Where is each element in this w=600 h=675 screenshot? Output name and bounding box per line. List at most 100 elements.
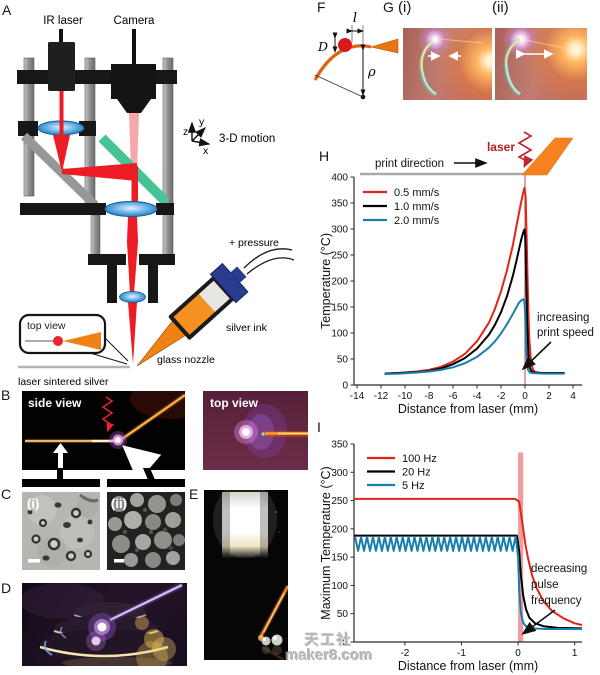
- y-axis-label: Maximum Temperature (°C): [319, 466, 333, 619]
- ink-syringe: [136, 262, 249, 367]
- panel-label-a: A: [2, 2, 12, 18]
- panel-label-d: D: [1, 580, 12, 596]
- chart-i: -2 -1 0 1 0 50 100 150 200 250 300 350 Distance from…: [319, 440, 587, 674]
- x-tick-label: -2: [400, 648, 409, 659]
- sintered-trace-glow: [504, 62, 521, 95]
- scale-bar: [28, 559, 40, 563]
- x-tick-label: 0: [522, 391, 528, 402]
- printed-coil: [39, 645, 169, 658]
- y-tick-label: 50: [337, 609, 349, 620]
- panel-f-sketch: l D ρ: [313, 12, 399, 100]
- dim-d-label: D: [317, 39, 328, 54]
- panel-label-h: H: [319, 148, 330, 164]
- dim-l-label: l: [353, 12, 357, 26]
- ir-laser-stem: [59, 29, 63, 44]
- camera-lens-cone: [117, 99, 151, 113]
- substrate-label: laser sintered silver: [18, 376, 109, 388]
- lens-icon: [104, 201, 158, 217]
- pressure-label: + pressure: [229, 237, 279, 249]
- y-tick-label: 100: [331, 329, 348, 340]
- nozzle-icon: [521, 137, 574, 176]
- y-tick-label: 0: [342, 381, 348, 392]
- top-view-label: top view: [210, 396, 259, 410]
- lens-icon: [119, 291, 146, 303]
- y-axis-label: Temperature (°C): [319, 233, 333, 329]
- micrograph-i-label: (i): [27, 496, 39, 511]
- glowing-cylinder: [222, 492, 268, 558]
- camera-stem: [132, 29, 136, 66]
- series-1.0 mm/s: [384, 228, 565, 375]
- y-tick-label: 300: [331, 468, 348, 479]
- callout-arrow-up: [53, 443, 68, 470]
- laser-zigzag-arrow: [517, 131, 534, 169]
- pressure-tube: [243, 248, 293, 269]
- axis-y-label: y: [199, 116, 205, 128]
- particle-grains: [108, 493, 185, 568]
- ir-laser-label: IR laser: [43, 15, 83, 27]
- x-tick-label: 1: [572, 648, 578, 659]
- camera-view-cone: [129, 113, 139, 170]
- inset-title: top view: [27, 320, 66, 332]
- y-tick-label: 250: [331, 496, 348, 507]
- y-tick-label: 50: [337, 355, 349, 366]
- housing-plate-right: [139, 254, 175, 265]
- panel-label-g: G: [383, 0, 394, 15]
- laser-plasma-spot: [97, 622, 107, 632]
- printed-filament-curve: [313, 44, 372, 81]
- y-tick-label: 100: [331, 581, 348, 592]
- lens2-clamp: [156, 203, 174, 215]
- callout-bar-right: [107, 479, 185, 487]
- svg-text:decreasing: decreasing: [531, 563, 587, 575]
- y-tick-label: 350: [331, 440, 348, 451]
- x-tick-label: -10: [398, 391, 413, 402]
- y-tick-label: 200: [331, 277, 348, 288]
- laser-spot-icon: [53, 336, 63, 346]
- camera-label: Camera: [114, 15, 156, 27]
- legend-label: 1.0 mm/s: [394, 201, 440, 213]
- y-tick-label: 250: [331, 251, 348, 262]
- nozzle-glow: [121, 394, 185, 440]
- axis-x-label: x: [203, 145, 209, 157]
- panel-b-top-view-photo: top view: [203, 391, 308, 470]
- scale-bar: [114, 559, 124, 563]
- x-tick-label: -12: [374, 391, 389, 402]
- plot-area: -2 -1 0 1 0 50 100 150 200 250 300 350 Distance from…: [319, 440, 583, 673]
- legend-label: 20 Hz: [402, 466, 431, 478]
- y-tick-label: 400: [331, 173, 348, 184]
- frame-rod-lower: [90, 214, 101, 256]
- svg-text:increasing: increasing: [537, 312, 589, 324]
- lens2-bar: [20, 203, 106, 215]
- lens1-clamp-left: [18, 121, 38, 136]
- annotation-arrow: [521, 341, 552, 371]
- motion-axes-icon: z y x: [183, 116, 211, 157]
- panel-g-photo-i: [403, 28, 492, 100]
- panel-d-photo: [22, 583, 187, 666]
- nozzle-glow: [109, 583, 183, 622]
- y-tick-label: 150: [331, 303, 348, 314]
- dim-rho-label: ρ: [367, 65, 376, 80]
- pore-blobs: [27, 502, 93, 562]
- annotation-increasing-print-speed: increasing print speed: [521, 312, 594, 371]
- panel-g-ii-overlay: [503, 37, 574, 97]
- mirror-arm: [20, 132, 99, 209]
- syringe-nub: [230, 266, 247, 283]
- panel-c-micrograph-ii: (ii): [107, 492, 185, 570]
- x-tick-label: -14: [350, 391, 365, 402]
- print-direction-label: print direction: [375, 158, 444, 170]
- motion-label: 3-D motion: [219, 133, 275, 145]
- syringe-air-gap: [198, 280, 230, 313]
- y-tick-label: 150: [331, 553, 348, 564]
- svg-text:print speed: print speed: [537, 327, 594, 339]
- x-axis-label: Distance from laser (mm): [398, 659, 538, 673]
- callout-bar-left: [22, 479, 100, 487]
- laser-spot-icon: [338, 38, 352, 52]
- svg-text:frequency: frequency: [531, 595, 582, 607]
- panel-b-side-view-photo: side view: [22, 391, 185, 470]
- laser-label: laser: [487, 140, 515, 154]
- silver-ink-label: silver ink: [226, 322, 268, 334]
- silver-sphere: [271, 634, 283, 646]
- callout-connectors: [57, 468, 155, 480]
- x-tick-label: 0: [515, 648, 521, 659]
- laser-beam: [53, 91, 138, 364]
